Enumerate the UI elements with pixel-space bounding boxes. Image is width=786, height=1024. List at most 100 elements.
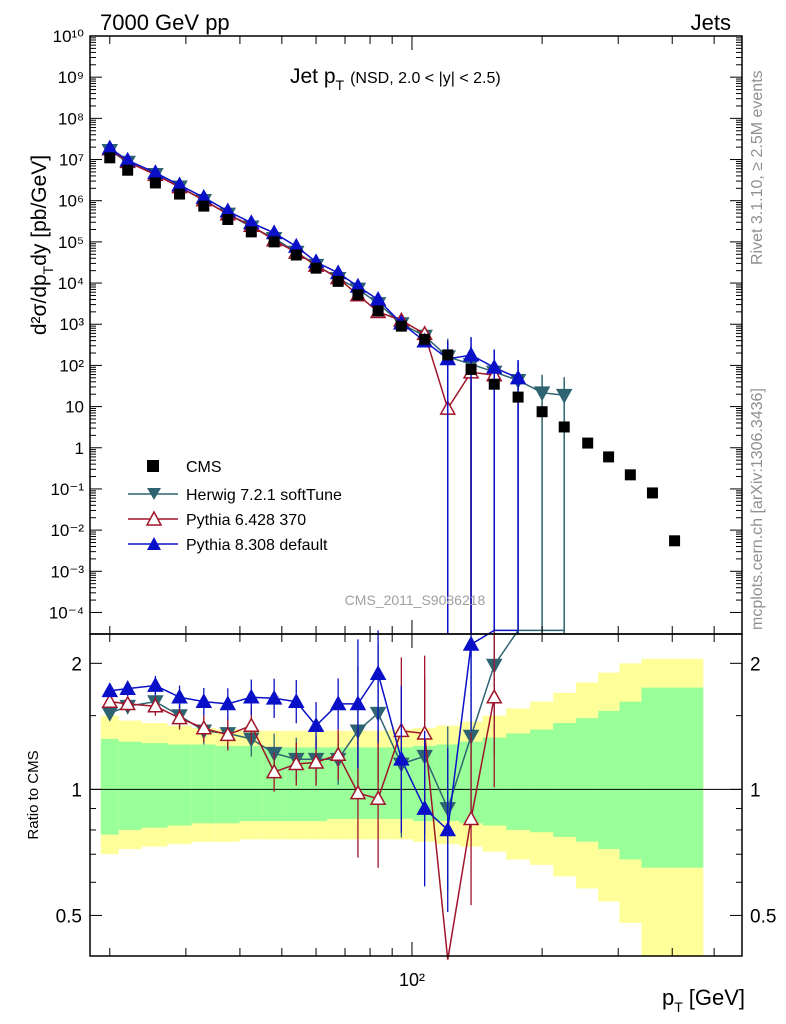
header-right: Jets xyxy=(691,10,731,35)
side-label-bottom: mcplots.cern.ch [arXiv:1306.3436] xyxy=(749,388,766,630)
cms-marker xyxy=(290,249,302,261)
analysis-label: CMS_2011_S9086218 xyxy=(345,592,486,608)
legend-label-herwig: Herwig 7.2.1 softTune xyxy=(186,487,342,504)
ratio-marker-2 xyxy=(329,695,347,711)
ratio-marker-1 xyxy=(369,790,387,806)
series-marker-0 xyxy=(555,388,573,404)
cms-marker xyxy=(624,469,636,481)
cms-marker xyxy=(372,305,384,317)
cms-marker xyxy=(198,200,210,212)
cms-marker xyxy=(582,437,594,449)
cms-marker xyxy=(512,391,524,403)
band-inner-bin xyxy=(598,710,620,850)
ratio-tick-label-right: 1 xyxy=(750,780,761,801)
legend: CMS Herwig 7.2.1 softTune Pythia 6.428 3… xyxy=(128,459,342,554)
cms-marker xyxy=(536,406,548,418)
cms-marker xyxy=(442,349,454,361)
y-tick-label: 10⁶ xyxy=(58,192,84,211)
legend-label-pythia6: Pythia 6.428 370 xyxy=(186,512,306,529)
y-axis-label: d²σ/dpTdy [pb/GeV] xyxy=(28,155,56,335)
band-inner-bin xyxy=(191,744,216,824)
cms-marker xyxy=(332,275,344,287)
ratio-line-1 xyxy=(109,697,495,960)
ratio-marker-2 xyxy=(171,688,188,704)
ratio-marker-2 xyxy=(349,695,367,711)
band-inner-bin xyxy=(368,747,390,819)
y-tick-label: 10⁵ xyxy=(58,233,84,252)
legend-label-cms: CMS xyxy=(186,459,222,476)
ratio-marker-2 xyxy=(243,688,260,704)
series-marker-0 xyxy=(533,386,551,402)
y-tick-label: 10⁻¹ xyxy=(50,480,84,499)
cms-marker xyxy=(603,451,615,463)
band-inner-bin xyxy=(663,687,704,868)
y-tick-label: 10⁻² xyxy=(50,521,84,540)
ratio-marker-1 xyxy=(119,695,136,711)
cms-marker xyxy=(174,188,186,200)
ratio-panel-series xyxy=(90,629,742,960)
y-tick-label: 10⁻³ xyxy=(50,562,84,581)
y-tick-label: 10⁷ xyxy=(59,151,84,170)
cms-marker xyxy=(352,289,364,301)
y-tick-label: 10 xyxy=(65,398,84,417)
band-inner-bin xyxy=(641,687,664,868)
band-inner-bin xyxy=(575,718,599,842)
side-label-top: Rivet 3.1.10, ≥ 2.5M events xyxy=(749,70,766,265)
cms-marker xyxy=(122,164,134,176)
ratio-marker-2 xyxy=(195,693,213,708)
ratio-tick-label-right: 2 xyxy=(750,654,761,675)
legend-marker-pythia6 xyxy=(145,510,163,526)
ratio-marker-1 xyxy=(219,726,237,742)
band-inner-bin xyxy=(553,723,576,837)
ratio-marker-2 xyxy=(307,717,325,732)
ratio-marker-2 xyxy=(219,695,237,711)
series-marker-2 xyxy=(509,369,527,385)
cms-marker xyxy=(395,320,407,332)
ratio-tick-label-right: 0.5 xyxy=(750,906,776,927)
band-inner-bin xyxy=(100,738,119,835)
band-inner-bin xyxy=(239,745,263,822)
axes: 10⁻⁴ 10⁻³ 10⁻² 10⁻¹ 1 10 10² 10³ 10⁴ 10⁵ 10⁶ 10⁷ 10⁸… xyxy=(49,27,777,990)
cms-marker xyxy=(104,152,116,164)
ratio-tick-label: 2 xyxy=(71,654,82,675)
ratio-marker-2 xyxy=(147,676,164,692)
cms-marker xyxy=(419,333,431,345)
cms-marker xyxy=(465,363,477,375)
band-inner-bin xyxy=(118,741,142,830)
cms-marker xyxy=(310,262,322,274)
cms-marker xyxy=(488,378,500,390)
ratio-marker-1 xyxy=(101,693,119,708)
cms-marker xyxy=(245,226,257,238)
ratio-marker-2 xyxy=(101,682,119,698)
legend-marker-herwig xyxy=(147,488,161,500)
cms-marker xyxy=(669,535,681,547)
cms-marker xyxy=(268,236,280,248)
main-panel-series xyxy=(101,139,681,634)
y-tick-label: 10² xyxy=(59,356,84,375)
ratio-marker-1 xyxy=(147,697,164,713)
y-tick-label: 10⁴ xyxy=(58,274,84,293)
legend-label-pythia8: Pythia 8.308 default xyxy=(186,537,328,554)
ratio-marker-1 xyxy=(329,746,347,762)
band-inner-bin xyxy=(167,744,192,826)
ratio-marker-1 xyxy=(485,688,503,704)
ratio-marker-1 xyxy=(307,753,325,769)
band-inner-bin xyxy=(215,745,240,824)
y-tick-label: 10⁹ xyxy=(58,68,84,87)
band-inner-bin xyxy=(619,701,642,860)
ratio-tick-label: 1 xyxy=(71,780,82,801)
cms-marker xyxy=(149,177,161,189)
y-tick-label: 1 xyxy=(75,439,84,458)
band-inner-bin xyxy=(141,743,168,828)
ratio-marker-1 xyxy=(462,810,480,826)
x-axis-label: pT [GeV] xyxy=(662,985,745,1015)
ratio-marker-1 xyxy=(265,763,283,779)
ratio-frame xyxy=(89,633,743,957)
ratio-marker-2 xyxy=(416,799,433,815)
legend-marker-pythia8 xyxy=(147,537,161,550)
cms-marker xyxy=(222,213,234,225)
ratio-marker-2 xyxy=(439,821,457,837)
series-marker-2 xyxy=(485,358,503,374)
ratio-marker-2 xyxy=(393,750,410,766)
